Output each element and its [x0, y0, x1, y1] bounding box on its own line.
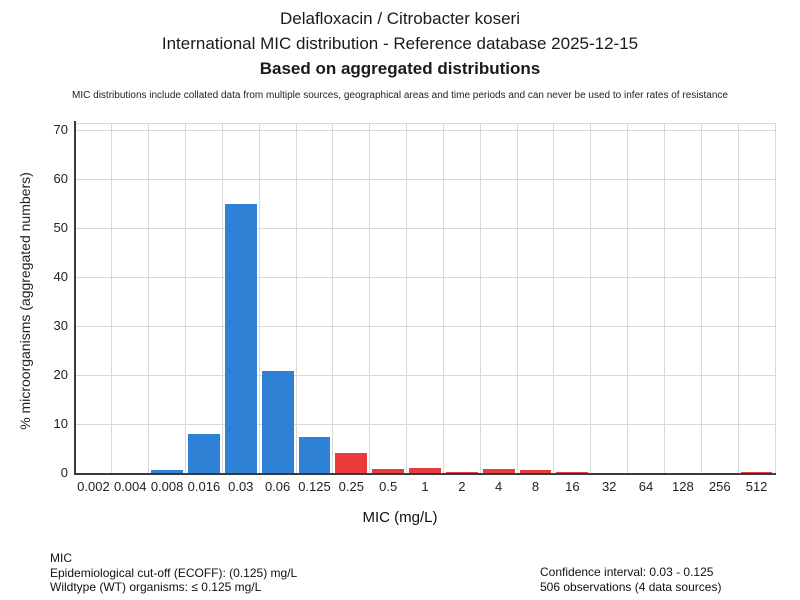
x-tick-label-32: 32: [601, 479, 617, 494]
x-tick-label-1: 1: [421, 479, 429, 494]
x-tick-label-0.002: 0.002: [77, 479, 110, 494]
mic-bar-0.016: [188, 434, 220, 474]
x-gridline: [663, 124, 665, 474]
x-tick-label-0.008: 0.008: [150, 479, 184, 494]
x-tick-label-0.03: 0.03: [228, 479, 254, 494]
y-tick-label-40: 40: [53, 268, 68, 284]
x-gridline: [406, 124, 408, 474]
x-gridline: [737, 124, 739, 474]
x-gridline: [185, 124, 187, 474]
y-gridline: [75, 375, 775, 377]
x-tick-label-0.016: 0.016: [187, 479, 221, 494]
x-gridline: [148, 124, 150, 474]
x-gridline: [258, 124, 260, 474]
x-gridline: [479, 124, 481, 474]
x-tick-label-16: 16: [565, 479, 580, 494]
x-axis-line: [74, 473, 776, 475]
x-tick-label-4: 4: [495, 479, 503, 494]
y-tick-label-10: 10: [53, 415, 68, 431]
mic-bar-0.03: [224, 204, 257, 474]
footer-observations: 506 observations (4 data sources): [540, 579, 722, 594]
x-tick-label-0.25: 0.25: [338, 479, 364, 494]
y-tick-label-30: 30: [53, 317, 68, 333]
chart-title-drug-organism: Delafloxacin / Citrobacter koseri: [280, 9, 520, 28]
x-tick-label-0.5: 0.5: [379, 479, 398, 494]
x-axis-title: MIC (mg/L): [362, 509, 438, 526]
y-tick-label-0: 0: [60, 465, 68, 480]
footer-wildtype-value: Wildtype (WT) organisms: ≤ 0.125 mg/L: [50, 580, 262, 594]
x-gridline: [332, 124, 334, 474]
y-tick-label-20: 20: [53, 366, 68, 382]
y-gridline: [75, 326, 775, 328]
footer-stats: Confidence interval: 0.03 - 0.125 506 ob…: [540, 565, 721, 594]
y-gridline: [75, 228, 775, 230]
y-tick-label-50: 50: [53, 219, 68, 235]
mic-bar-1: [409, 468, 441, 474]
mic-bar-0.25: [335, 453, 368, 474]
x-gridline: [590, 124, 592, 474]
mic-bar-0.008: [151, 470, 183, 474]
chart-subtitle-aggregated: Based on aggregated distributions: [259, 59, 541, 78]
x-tick-label-0.004: 0.004: [113, 479, 147, 494]
x-tick-label-64: 64: [638, 479, 654, 494]
footer-confidence-interval: Confidence interval: 0.03 - 0.125: [540, 565, 714, 579]
disclaimer-text: MIC distributions include collated data …: [72, 90, 728, 101]
chart-subtitle-database: International MIC distribution - Referen…: [161, 34, 639, 53]
x-tick-label-0.06: 0.06: [264, 479, 291, 494]
x-tick-label-8: 8: [531, 479, 540, 494]
y-gridline: [75, 424, 775, 426]
mic-bar-4: [482, 469, 515, 474]
x-tick-label-2: 2: [458, 479, 466, 494]
y-gridline: [75, 130, 775, 132]
x-tick-label-512: 512: [745, 479, 768, 494]
x-gridline: [700, 124, 702, 474]
mic-bar-0.125: [298, 437, 331, 474]
x-gridline: [553, 124, 555, 474]
mic-bar-0.06: [261, 371, 294, 474]
x-tick-label-256: 256: [708, 479, 731, 494]
y-gridline: [75, 179, 775, 181]
x-gridline: [442, 124, 444, 474]
plot-area: [74, 121, 776, 475]
x-gridline: [516, 124, 518, 474]
x-gridline: [295, 124, 297, 474]
x-gridline: [221, 124, 223, 474]
x-gridline: [369, 124, 371, 474]
footer-ecoff-value: Epidemiological cut-off (ECOFF): (0.125)…: [50, 565, 298, 580]
mic-bar-0.5: [372, 469, 405, 474]
footer-mic-label: MIC: [50, 551, 72, 565]
mic-bar-8: [519, 470, 552, 474]
x-gridline: [627, 124, 629, 474]
y-gridline: [75, 277, 775, 279]
x-gridline: [111, 124, 113, 474]
x-tick-label-128: 128: [672, 479, 694, 494]
y-tick-label-70: 70: [53, 121, 68, 137]
footer-mic-info: MIC Epidemiological cut-off (ECOFF): (0.…: [50, 551, 297, 595]
x-tick-label-0.125: 0.125: [298, 479, 331, 494]
y-tick-label-60: 60: [53, 170, 68, 186]
y-axis-line: [74, 121, 76, 474]
